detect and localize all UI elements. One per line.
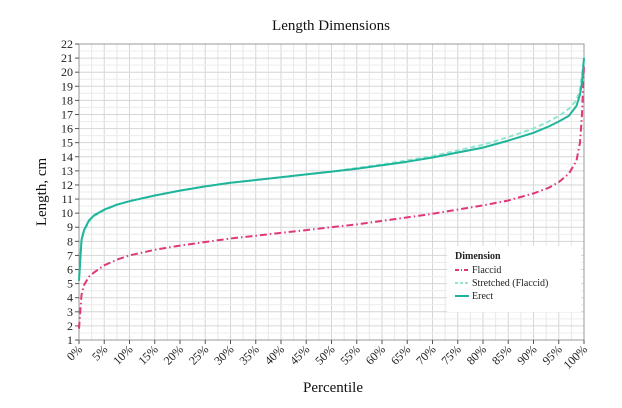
x-tick-label: 10% bbox=[110, 342, 135, 367]
x-tick-label: 100% bbox=[560, 342, 590, 372]
x-tick-label: 35% bbox=[236, 342, 261, 367]
y-tick-label: 2 bbox=[67, 319, 73, 333]
legend-background bbox=[447, 246, 581, 312]
series-line-erect bbox=[78, 58, 585, 281]
y-tick-label: 11 bbox=[61, 192, 73, 206]
x-tick-label: 50% bbox=[312, 342, 337, 367]
legend-label: Stretched (Flaccid) bbox=[472, 278, 548, 289]
x-tick-label: 65% bbox=[388, 342, 413, 367]
x-axis: 0% 5% 10% 15% 20% 25% 30% 35% 40% 45% 50% 55% 60% 65%… bbox=[64, 340, 590, 372]
x-tick-label: 55% bbox=[337, 342, 362, 367]
y-tick-label: 19 bbox=[61, 79, 73, 93]
x-tick-label: 30% bbox=[211, 342, 236, 367]
y-tick-label: 13 bbox=[61, 164, 73, 178]
y-tick-label: 22 bbox=[61, 37, 73, 51]
y-tick-label: 6 bbox=[67, 263, 73, 277]
series-line-flaccid bbox=[78, 65, 585, 329]
legend-label: Erect bbox=[472, 291, 493, 302]
y-tick-label: 15 bbox=[61, 136, 73, 150]
y-tick-label: 21 bbox=[61, 51, 73, 65]
x-tick-label: 15% bbox=[135, 342, 160, 367]
y-axis-title: Length, cm bbox=[34, 158, 50, 227]
legend-title: Dimension bbox=[455, 251, 501, 262]
x-tick-label: 90% bbox=[514, 342, 539, 367]
y-tick-label: 4 bbox=[67, 291, 73, 305]
y-tick-label: 8 bbox=[67, 234, 73, 248]
y-tick-label: 14 bbox=[61, 150, 73, 164]
legend: Dimension Flaccid Stretched (Flaccid) Erec… bbox=[447, 246, 581, 312]
y-tick-label: 9 bbox=[67, 220, 73, 234]
y-tick-label: 12 bbox=[61, 178, 73, 192]
y-tick-label: 1 bbox=[67, 333, 73, 347]
y-tick-label: 3 bbox=[67, 305, 73, 319]
y-tick-label: 17 bbox=[61, 107, 73, 121]
legend-items: Flaccid Stretched (Flaccid) Erect bbox=[455, 265, 548, 302]
x-tick-label: 85% bbox=[489, 342, 514, 367]
x-tick-label: 80% bbox=[464, 342, 489, 367]
x-axis-title: Percentile bbox=[303, 380, 363, 396]
x-tick-label: 5% bbox=[89, 342, 110, 363]
x-tick-label: 45% bbox=[287, 342, 312, 367]
x-tick-label: 70% bbox=[413, 342, 438, 367]
x-tick-label: 20% bbox=[161, 342, 186, 367]
y-tick-label: 18 bbox=[61, 93, 73, 107]
chart-title: Length Dimensions bbox=[272, 18, 390, 34]
x-tick-label: 75% bbox=[438, 342, 463, 367]
y-tick-label: 5 bbox=[67, 277, 73, 291]
series-lines bbox=[78, 56, 585, 329]
x-tick-label: 60% bbox=[363, 342, 388, 367]
y-tick-label: 16 bbox=[61, 122, 73, 136]
legend-label: Flaccid bbox=[472, 265, 501, 276]
x-tick-label: 25% bbox=[186, 342, 211, 367]
y-tick-label: 7 bbox=[67, 248, 73, 262]
y-tick-label: 10 bbox=[61, 206, 73, 220]
x-tick-label: 40% bbox=[262, 342, 287, 367]
y-tick-label: 20 bbox=[61, 65, 73, 79]
